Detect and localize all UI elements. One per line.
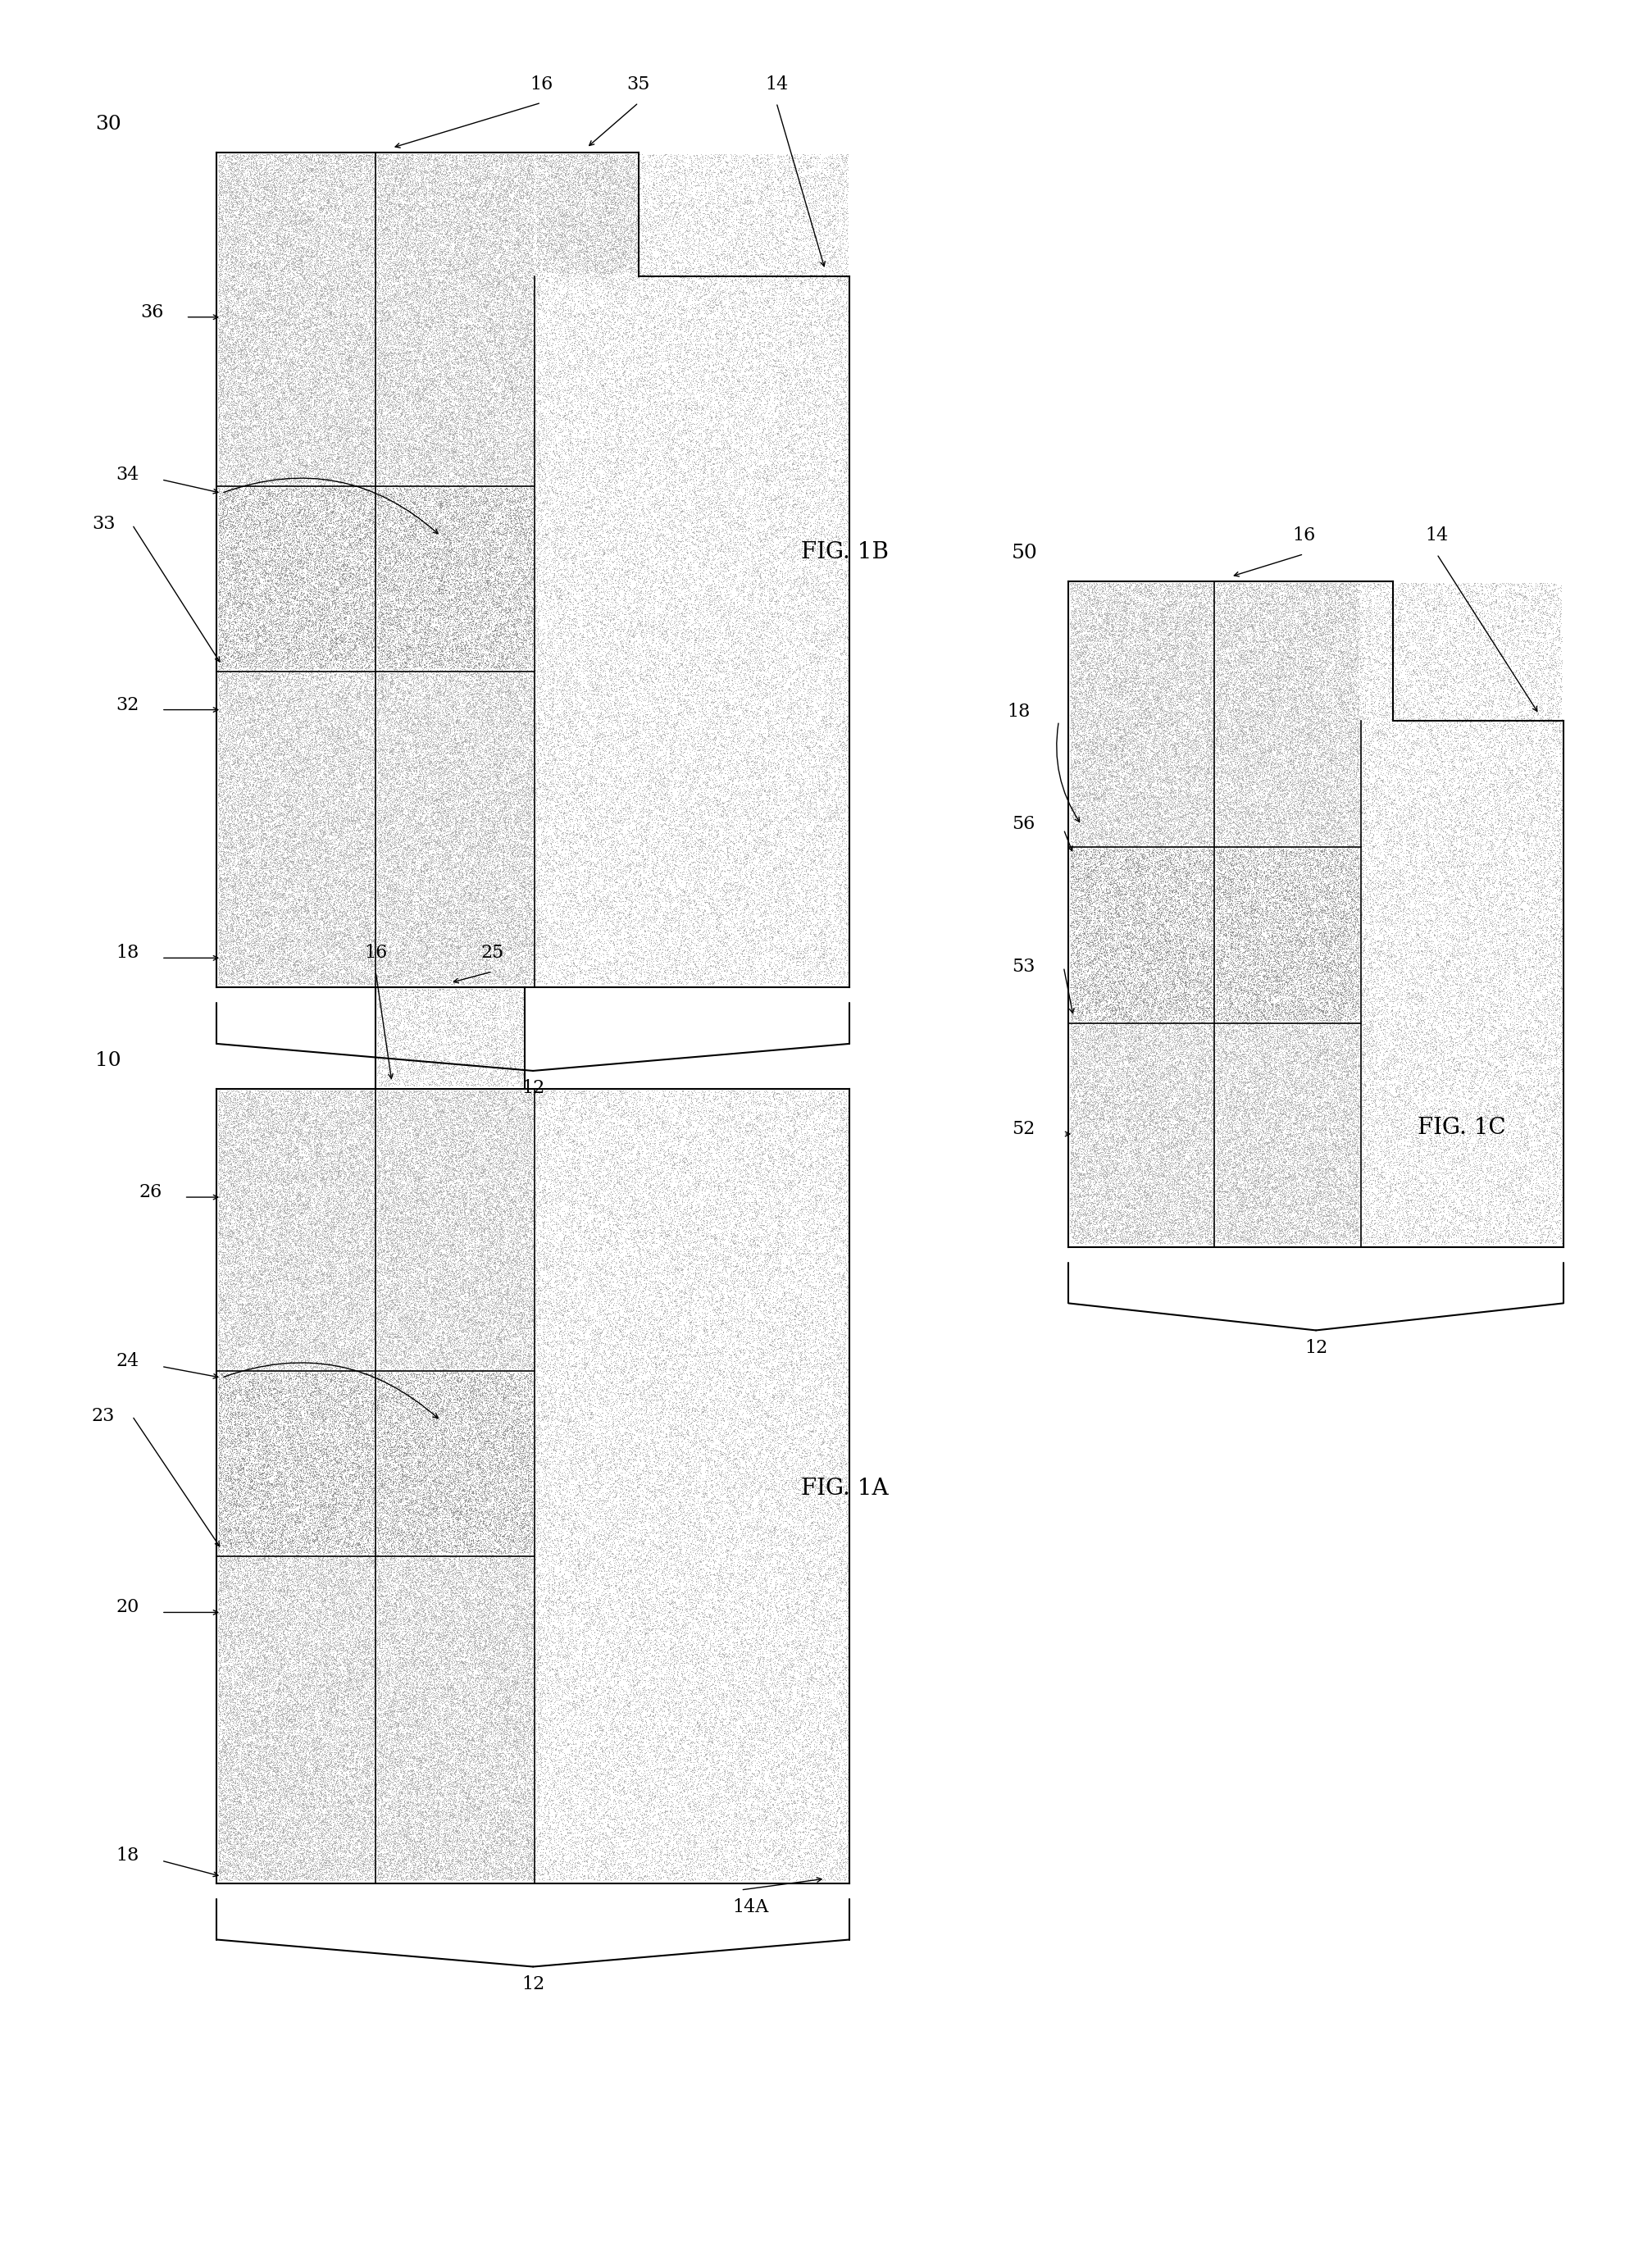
- Text: 16: 16: [529, 75, 552, 93]
- Text: 23: 23: [92, 1406, 114, 1424]
- Text: 14A: 14A: [732, 1898, 770, 1916]
- Text: 34: 34: [116, 465, 139, 483]
- Text: 36: 36: [141, 304, 163, 322]
- Text: 26: 26: [139, 1184, 162, 1202]
- Text: 56: 56: [1011, 816, 1034, 832]
- Text: 14: 14: [765, 75, 788, 93]
- Text: 10: 10: [95, 1052, 121, 1070]
- Text: 18: 18: [116, 943, 139, 962]
- Text: 18: 18: [116, 1846, 139, 1864]
- Text: 18: 18: [1007, 703, 1029, 721]
- Text: FIG. 1A: FIG. 1A: [801, 1479, 889, 1499]
- Text: 32: 32: [116, 696, 139, 714]
- Text: 14: 14: [1425, 526, 1448, 544]
- Text: 35: 35: [627, 75, 650, 93]
- Text: 53: 53: [1011, 957, 1034, 975]
- Text: 25: 25: [480, 943, 503, 962]
- Text: 30: 30: [95, 116, 121, 134]
- Text: 12: 12: [521, 1080, 544, 1098]
- Text: 16: 16: [1292, 526, 1315, 544]
- Text: 12: 12: [1304, 1338, 1327, 1356]
- Text: 12: 12: [521, 1975, 544, 1994]
- Text: 20: 20: [116, 1599, 139, 1617]
- Text: FIG. 1B: FIG. 1B: [801, 542, 889, 562]
- Text: 16: 16: [364, 943, 387, 962]
- Text: 33: 33: [92, 515, 114, 533]
- Text: 24: 24: [116, 1352, 139, 1370]
- Text: FIG. 1C: FIG. 1C: [1417, 1116, 1505, 1139]
- Text: 50: 50: [1011, 544, 1038, 562]
- Text: 52: 52: [1011, 1120, 1034, 1139]
